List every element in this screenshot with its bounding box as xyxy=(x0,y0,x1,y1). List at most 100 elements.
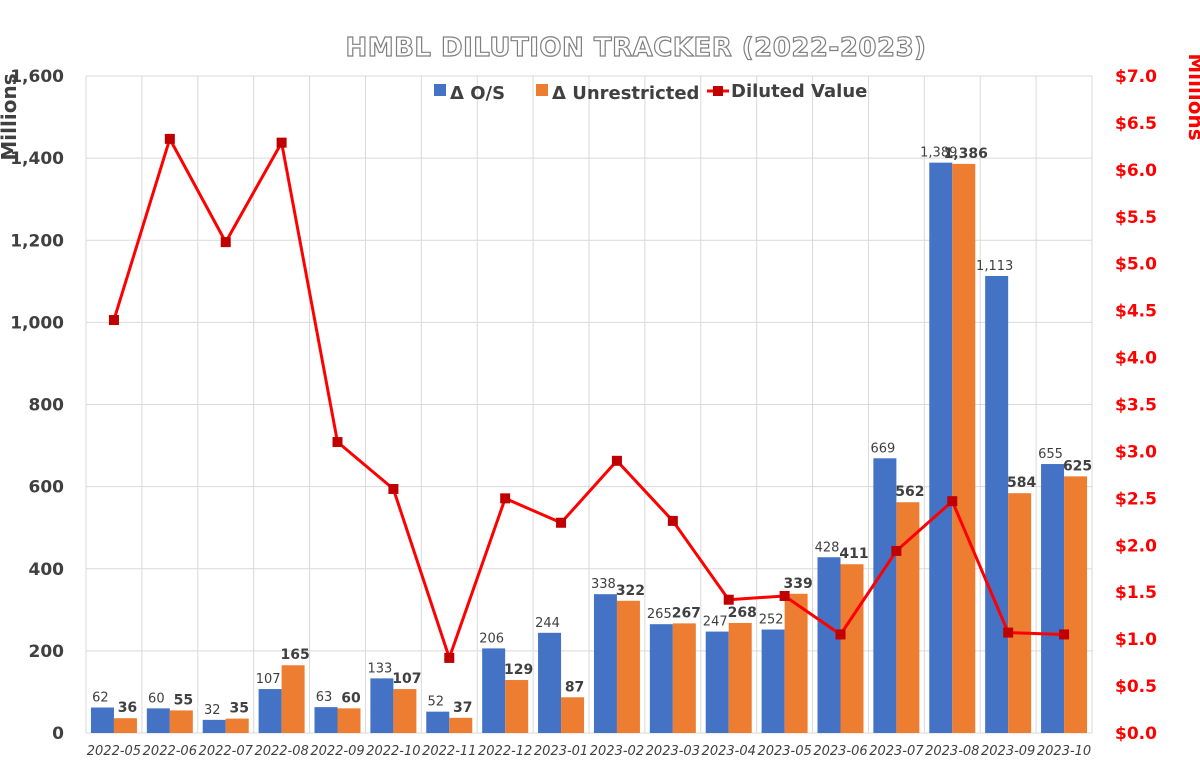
legend-unrestricted-swatch xyxy=(536,84,548,96)
bar-os xyxy=(705,631,729,733)
bar-os xyxy=(929,162,953,734)
diluted-value-marker xyxy=(1059,629,1070,640)
left-tick-label: 1,200 xyxy=(10,231,64,251)
data-label-unrestricted: 625 xyxy=(1063,458,1092,474)
data-label-unrestricted: 55 xyxy=(174,692,193,708)
data-label-os: 428 xyxy=(815,540,840,555)
data-label-unrestricted: 322 xyxy=(616,583,645,599)
bar-unrestricted xyxy=(393,689,417,733)
diluted-value-marker xyxy=(947,496,958,507)
data-label-os: 60 xyxy=(148,691,165,706)
x-tick-label: 2022-09 xyxy=(310,744,364,759)
bar-os xyxy=(202,719,226,733)
legend-diluted-marker xyxy=(713,86,723,96)
left-axis-title: Millions xyxy=(0,73,21,160)
data-label-unrestricted: 339 xyxy=(783,576,812,592)
left-tick-label: 0 xyxy=(52,724,64,744)
legend: Δ O/S Δ Unrestricted Diluted Value xyxy=(434,81,867,104)
data-label-os: 133 xyxy=(367,661,392,676)
left-tick-label: 1,400 xyxy=(10,149,64,169)
diluted-value-marker xyxy=(891,545,902,556)
data-label-os: 244 xyxy=(535,616,560,631)
bar-unrestricted xyxy=(728,622,752,733)
diluted-value-line-group xyxy=(108,133,1070,663)
data-label-unrestricted: 107 xyxy=(392,671,421,687)
data-label-os: 655 xyxy=(1038,447,1063,462)
right-tick-label: $3.0 xyxy=(1115,442,1157,462)
data-label-os: 1,113 xyxy=(976,259,1013,274)
data-label-unrestricted: 562 xyxy=(895,484,924,500)
data-label-unrestricted: 411 xyxy=(839,546,868,562)
right-tick-label: $5.0 xyxy=(1115,255,1157,275)
right-tick-label: $0.5 xyxy=(1115,677,1157,697)
bar-unrestricted xyxy=(952,163,976,733)
left-tick-label: 400 xyxy=(29,560,65,580)
left-tick-label: 1,600 xyxy=(10,67,64,87)
x-tick-label: 2023-10 xyxy=(1037,744,1091,759)
bar-os xyxy=(538,632,562,733)
data-label-unrestricted: 36 xyxy=(118,700,137,716)
data-label-unrestricted: 165 xyxy=(280,647,309,663)
right-tick-label: $3.5 xyxy=(1115,396,1157,416)
data-label-unrestricted: 268 xyxy=(728,605,757,621)
data-label-unrestricted: 60 xyxy=(341,690,361,706)
bar-unrestricted xyxy=(505,680,529,733)
data-label-unrestricted: 267 xyxy=(672,605,701,621)
legend-os-swatch xyxy=(434,84,446,96)
bar-os xyxy=(370,678,394,733)
right-tick-label: $5.5 xyxy=(1115,208,1157,228)
right-tick-label: $2.5 xyxy=(1115,489,1157,509)
x-tick-label: 2023-03 xyxy=(646,744,700,759)
x-tick-label: 2023-05 xyxy=(757,744,811,759)
bar-unrestricted xyxy=(672,623,696,733)
gridlines xyxy=(85,75,1093,734)
x-tick-label: 2022-10 xyxy=(366,744,420,759)
bar-os xyxy=(146,708,170,733)
x-tick-label: 2022-06 xyxy=(143,744,197,759)
right-tick-label: $4.5 xyxy=(1115,302,1157,322)
data-label-unrestricted: 37 xyxy=(453,700,472,716)
right-axis-ticks: $0.0 $0.5 $1.0 $1.5 $2.0 $2.5 $3.0 $3.5 $4.0 $4.5… xyxy=(1115,67,1157,744)
bar-os xyxy=(761,629,785,733)
right-tick-label: $0.0 xyxy=(1115,724,1157,744)
right-tick-label: $6.5 xyxy=(1115,114,1157,134)
data-label-os: 32 xyxy=(204,703,221,718)
x-tick-label: 2023-07 xyxy=(869,744,924,759)
bars-group xyxy=(90,162,1088,734)
data-label-os: 338 xyxy=(591,577,616,592)
bar-os xyxy=(1041,464,1065,733)
x-tick-label: 2023-04 xyxy=(702,744,756,759)
bar-unrestricted xyxy=(616,600,640,733)
legend-os-label: Δ O/S xyxy=(450,83,505,104)
bar-unrestricted xyxy=(1064,476,1088,733)
right-tick-label: $1.5 xyxy=(1115,583,1157,603)
diluted-value-marker xyxy=(444,652,455,663)
x-tick-label: 2022-08 xyxy=(254,744,308,759)
data-label-os: 206 xyxy=(479,631,504,646)
diluted-value-marker xyxy=(164,133,175,144)
right-tick-label: $6.0 xyxy=(1115,161,1157,181)
data-label-os: 52 xyxy=(428,695,445,710)
diluted-value-marker xyxy=(388,483,399,494)
diluted-value-line xyxy=(112,137,1065,660)
bar-unrestricted xyxy=(169,710,193,733)
bar-os xyxy=(258,689,282,733)
x-tick-label: 2023-08 xyxy=(925,744,979,759)
data-label-unrestricted: 35 xyxy=(229,701,248,717)
x-tick-label: 2022-12 xyxy=(478,744,532,759)
diluted-value-marker xyxy=(332,437,343,448)
bar-os xyxy=(90,707,114,733)
bar-os xyxy=(593,594,617,733)
x-axis-ticks: 2022-05 2022-06 2022-07 2022-08 2022-09 2022-… xyxy=(87,744,1091,759)
bar-os xyxy=(482,648,506,733)
bar-unrestricted xyxy=(1008,493,1032,733)
data-label-os: 669 xyxy=(870,441,895,456)
bar-os xyxy=(817,557,841,733)
data-label-os: 247 xyxy=(703,615,728,630)
bar-os xyxy=(314,707,338,733)
bar-os xyxy=(649,624,673,733)
x-tick-label: 2023-02 xyxy=(590,744,644,759)
right-axis-title: Millions xyxy=(1184,53,1200,140)
bar-unrestricted xyxy=(281,665,305,733)
